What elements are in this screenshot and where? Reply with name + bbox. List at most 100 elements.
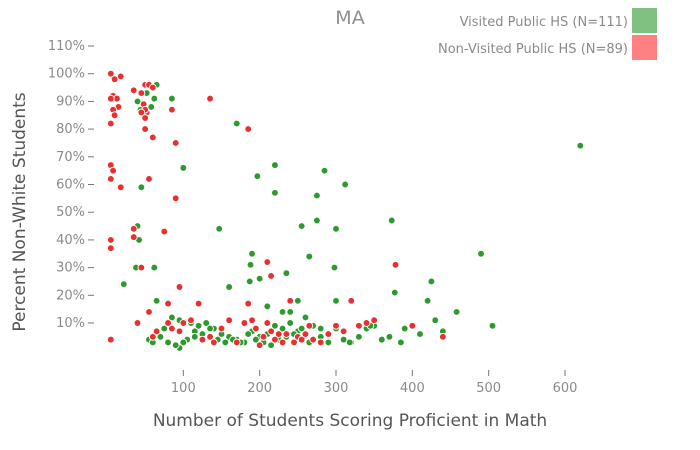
data-point-non-visited[interactable] [309, 335, 317, 344]
data-point-visited[interactable] [168, 313, 176, 322]
data-point-non-visited[interactable] [106, 94, 115, 103]
data-point-visited[interactable] [452, 308, 461, 316]
data-point-visited[interactable] [330, 263, 339, 272]
data-point-visited[interactable] [576, 141, 585, 150]
data-point-visited[interactable] [206, 324, 214, 333]
data-point-visited[interactable] [179, 338, 188, 347]
data-point-visited[interactable] [416, 330, 424, 338]
data-point-non-visited[interactable] [106, 175, 115, 183]
data-point-visited[interactable] [271, 321, 279, 330]
data-point-non-visited[interactable] [148, 133, 157, 142]
data-point-visited[interactable] [263, 302, 272, 311]
data-point-non-visited[interactable] [301, 330, 310, 338]
data-point-visited[interactable] [246, 260, 255, 269]
data-point-visited[interactable] [221, 338, 230, 347]
data-point-visited[interactable] [286, 308, 295, 316]
data-point-non-visited[interactable] [297, 335, 306, 344]
data-point-visited[interactable] [190, 333, 199, 341]
data-point-non-visited[interactable] [171, 194, 180, 203]
data-point-visited[interactable] [278, 324, 287, 333]
data-point-visited[interactable] [152, 296, 161, 305]
data-point-visited[interactable] [248, 249, 256, 258]
data-point-visited[interactable] [194, 321, 203, 330]
data-point-visited[interactable] [345, 338, 354, 347]
data-point-visited[interactable] [488, 321, 497, 330]
data-point-visited[interactable] [477, 249, 485, 258]
data-point-non-visited[interactable] [347, 296, 356, 305]
data-point-non-visited[interactable] [187, 316, 195, 325]
data-point-non-visited[interactable] [252, 324, 260, 333]
data-point-non-visited[interactable] [267, 327, 275, 336]
data-point-non-visited[interactable] [370, 316, 379, 325]
data-point-visited[interactable] [390, 288, 399, 297]
data-point-non-visited[interactable] [168, 105, 176, 114]
data-point-non-visited[interactable] [267, 272, 275, 280]
data-point-non-visited[interactable] [248, 316, 256, 325]
data-point-visited[interactable] [293, 296, 302, 305]
data-point-non-visited[interactable] [194, 299, 203, 308]
data-point-non-visited[interactable] [116, 72, 125, 81]
data-point-visited[interactable] [332, 296, 340, 305]
legend-item-non-visited[interactable]: Non-Visited Public HS (N=89) [438, 35, 657, 60]
data-point-visited[interactable] [301, 313, 310, 322]
data-point-visited[interactable] [387, 216, 396, 225]
data-point-non-visited[interactable] [133, 319, 142, 327]
data-point-non-visited[interactable] [391, 260, 400, 269]
data-point-non-visited[interactable] [106, 119, 115, 128]
data-point-visited[interactable] [297, 222, 306, 230]
data-point-non-visited[interactable] [355, 321, 363, 330]
data-point-visited[interactable] [179, 164, 188, 172]
data-point-non-visited[interactable] [175, 283, 184, 291]
data-point-visited[interactable] [377, 335, 386, 344]
data-point-visited[interactable] [168, 94, 176, 103]
data-point-non-visited[interactable] [148, 333, 157, 341]
data-point-non-visited[interactable] [225, 316, 233, 325]
data-point-visited[interactable] [431, 316, 440, 325]
data-point-visited[interactable] [119, 280, 128, 289]
data-point-visited[interactable] [316, 324, 325, 333]
data-point-visited[interactable] [160, 324, 169, 333]
data-point-non-visited[interactable] [362, 319, 371, 327]
data-point-non-visited[interactable] [152, 327, 161, 336]
data-point-visited[interactable] [305, 252, 314, 261]
data-point-non-visited[interactable] [164, 299, 172, 308]
data-point-non-visited[interactable] [137, 89, 146, 97]
data-point-non-visited[interactable] [110, 75, 119, 84]
data-point-non-visited[interactable] [206, 333, 214, 341]
data-point-non-visited[interactable] [244, 299, 253, 308]
data-point-visited[interactable] [355, 333, 363, 341]
data-point-non-visited[interactable] [175, 327, 184, 336]
data-point-non-visited[interactable] [316, 338, 325, 347]
data-point-visited[interactable] [150, 263, 159, 272]
data-point-non-visited[interactable] [164, 319, 172, 327]
data-point-non-visited[interactable] [210, 338, 218, 347]
data-point-visited[interactable] [320, 166, 329, 175]
data-point-visited[interactable] [164, 338, 172, 347]
data-point-visited[interactable] [339, 335, 348, 344]
data-point-non-visited[interactable] [160, 227, 169, 236]
data-point-non-visited[interactable] [106, 335, 115, 344]
data-point-visited[interactable] [137, 183, 146, 192]
data-point-visited[interactable] [278, 308, 287, 316]
data-point-non-visited[interactable] [278, 338, 287, 347]
data-point-non-visited[interactable] [198, 335, 207, 344]
data-point-visited[interactable] [313, 216, 321, 225]
data-point-visited[interactable] [232, 119, 241, 128]
data-point-non-visited[interactable] [286, 296, 295, 305]
data-point-visited[interactable] [313, 191, 321, 200]
data-point-non-visited[interactable] [137, 263, 146, 272]
data-point-non-visited[interactable] [129, 233, 138, 241]
data-point-non-visited[interactable] [145, 308, 153, 316]
data-point-non-visited[interactable] [206, 94, 214, 103]
data-point-visited[interactable] [202, 319, 211, 327]
data-point-non-visited[interactable] [408, 321, 417, 330]
data-point-non-visited[interactable] [109, 166, 117, 175]
data-point-visited[interactable] [271, 188, 279, 197]
data-point-non-visited[interactable] [116, 183, 125, 192]
data-point-non-visited[interactable] [141, 125, 150, 133]
data-point-non-visited[interactable] [106, 236, 115, 244]
data-point-non-visited[interactable] [290, 338, 298, 347]
data-point-visited[interactable] [271, 161, 279, 169]
data-point-visited[interactable] [255, 274, 264, 283]
data-point-non-visited[interactable] [179, 319, 188, 327]
